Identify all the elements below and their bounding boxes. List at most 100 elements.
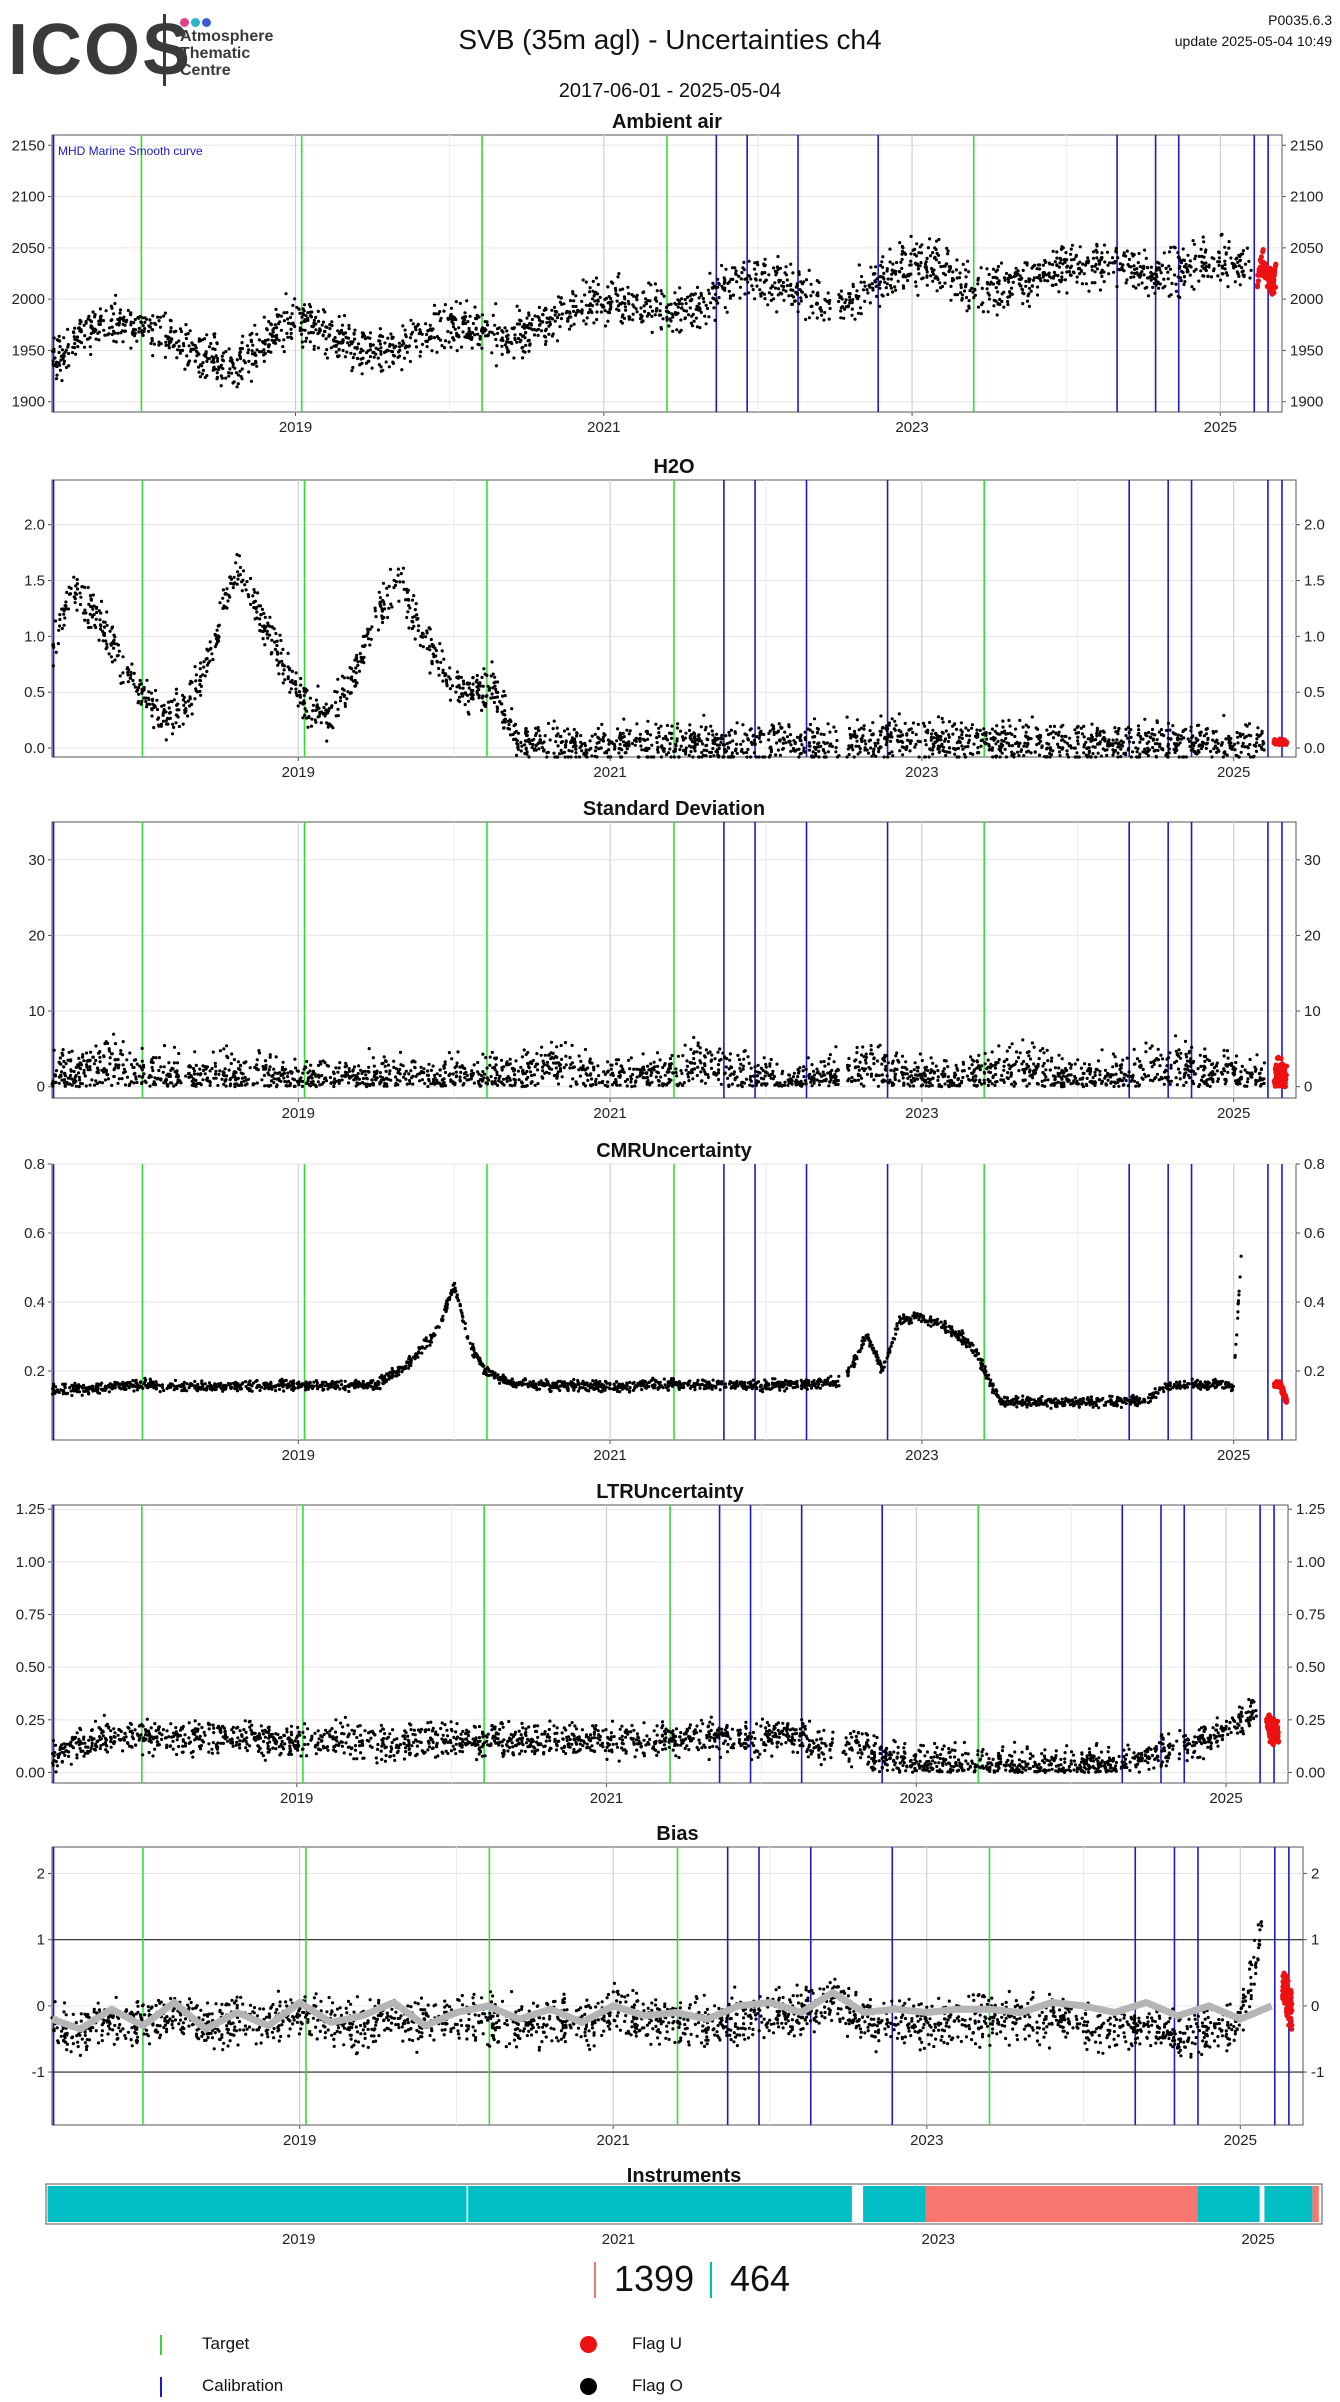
flag-o-point	[1190, 285, 1193, 288]
flag-o-point	[336, 329, 339, 332]
flag-o-point	[462, 680, 465, 683]
flag-o-point	[1006, 300, 1009, 303]
flag-o-point	[386, 337, 389, 340]
flag-o-point	[835, 746, 838, 749]
flag-o-point	[1052, 277, 1055, 280]
flag-o-point	[623, 317, 626, 320]
flag-o-point	[167, 344, 170, 347]
flag-o-point	[1039, 279, 1042, 282]
flag-o-point	[925, 268, 928, 271]
flag-o-point	[500, 345, 503, 348]
flag-o-point	[317, 715, 320, 718]
flag-o-point	[159, 316, 162, 319]
flag-o-point	[266, 622, 269, 625]
flag-o-point	[110, 305, 113, 308]
flag-o-point	[586, 1079, 589, 1082]
flag-o-point	[560, 296, 563, 299]
flag-o-point	[467, 700, 470, 703]
flag-o-point	[442, 310, 445, 313]
flag-o-point	[1000, 300, 1003, 303]
flag-o-point	[151, 314, 154, 317]
flag-o-point	[620, 748, 623, 751]
flag-o-point	[1246, 247, 1249, 250]
flag-o-point	[673, 755, 676, 758]
flag-o-point	[915, 285, 918, 288]
flag-o-point	[407, 599, 410, 602]
flag-o-point	[1014, 271, 1017, 274]
flag-o-point	[275, 1055, 278, 1058]
flag-o-point	[421, 632, 424, 635]
flag-o-point	[1012, 281, 1015, 284]
flag-o-point	[640, 748, 643, 751]
flag-o-point	[547, 722, 550, 725]
flag-o-point	[739, 286, 742, 289]
flag-o-point	[63, 616, 66, 619]
flag-o-point	[1053, 725, 1056, 728]
flag-o-point	[295, 671, 298, 674]
flag-o-point	[521, 356, 524, 359]
flag-o-point	[1123, 251, 1126, 254]
flag-o-point	[639, 306, 642, 309]
flag-o-point	[603, 751, 606, 754]
flag-o-point	[341, 324, 344, 327]
flag-o-point	[1161, 748, 1164, 751]
flag-o-point	[1163, 251, 1166, 254]
flag-o-point	[148, 703, 151, 706]
flag-o-point	[855, 296, 858, 299]
flag-o-point	[404, 598, 407, 601]
flag-o-point	[802, 280, 805, 283]
flag-o-point	[253, 591, 256, 594]
flag-o-point	[645, 730, 648, 733]
flag-o-point	[802, 749, 805, 752]
flag-o-point	[1237, 755, 1240, 758]
flag-u-point	[1258, 273, 1263, 278]
flag-o-point	[457, 699, 460, 702]
flag-o-point	[391, 361, 394, 364]
flag-o-point	[89, 613, 92, 616]
flag-o-point	[953, 753, 956, 756]
flag-o-point	[1072, 271, 1075, 274]
flag-o-point	[586, 316, 589, 319]
flag-o-point	[644, 749, 647, 752]
flag-o-point	[255, 333, 258, 336]
flag-o-point	[716, 748, 719, 751]
flag-o-point	[931, 280, 934, 283]
flag-o-point	[1056, 274, 1059, 277]
flag-o-point	[689, 306, 692, 309]
flag-o-point	[1097, 259, 1100, 262]
flag-o-point	[758, 734, 761, 737]
flag-o-point	[129, 323, 132, 326]
flag-o-point	[1237, 275, 1240, 278]
flag-o-point	[1005, 272, 1008, 275]
flag-o-point	[513, 724, 516, 727]
flag-o-point	[282, 338, 285, 341]
flag-o-point	[684, 749, 687, 752]
flag-o-point	[138, 327, 141, 330]
flag-o-point	[438, 674, 441, 677]
flag-o-point	[1127, 747, 1130, 750]
flag-o-point	[175, 692, 178, 695]
flag-o-point	[1132, 275, 1135, 278]
flag-o-point	[668, 732, 671, 735]
flag-o-point	[992, 304, 995, 307]
flag-o-point	[1128, 265, 1131, 268]
flag-o-point	[486, 323, 489, 326]
flag-o-point	[1261, 743, 1264, 746]
flag-o-point	[742, 1065, 745, 1068]
y-tick-label-left: 2050	[12, 240, 45, 257]
flag-o-point	[1075, 281, 1078, 284]
flag-o-point	[492, 673, 495, 676]
flag-o-point	[688, 723, 691, 726]
flag-o-point	[322, 706, 325, 709]
flag-o-point	[842, 317, 845, 320]
flag-o-point	[1121, 263, 1124, 266]
x-tick-label: 2019	[282, 764, 315, 781]
flag-o-point	[702, 300, 705, 303]
flag-o-point	[623, 295, 626, 298]
flag-o-point	[1097, 752, 1100, 755]
flag-o-point	[1026, 742, 1029, 745]
flag-o-point	[65, 349, 68, 352]
flag-o-point	[496, 332, 499, 335]
flag-o-point	[714, 286, 717, 289]
flag-o-point	[414, 637, 417, 640]
